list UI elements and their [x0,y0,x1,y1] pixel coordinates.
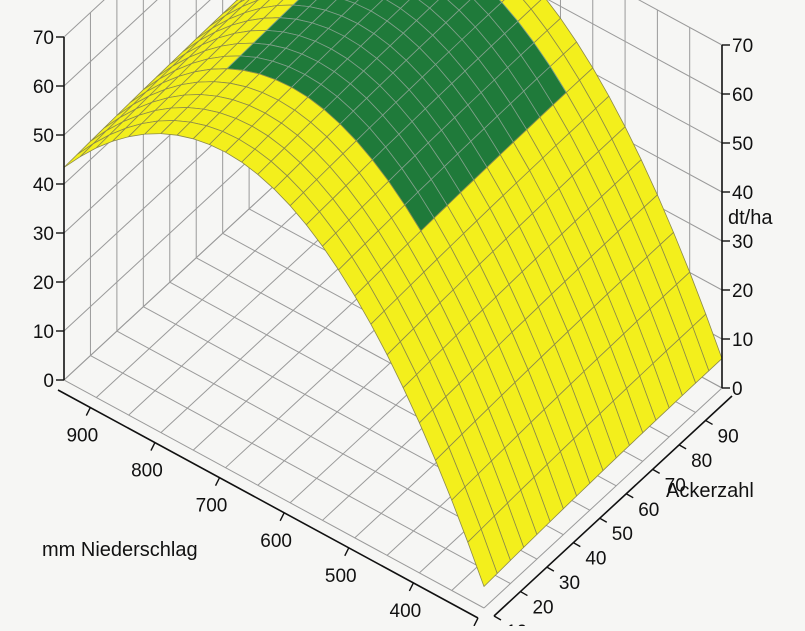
y-tick [547,567,554,571]
x-tick [86,408,90,416]
y-tick [706,420,713,424]
y-tick [573,543,580,547]
z-tick-label-right: 30 [732,232,753,253]
z-tick-label-right: 60 [732,85,753,106]
y-tick [653,469,660,473]
y-axis-label: Ackerzahl [666,480,754,502]
z-tick-label-right: 40 [732,183,753,204]
z-tick-label-left: 50 [33,126,54,147]
y-tick [600,518,607,522]
x-axis-line [58,390,478,618]
y-tick [679,445,686,449]
z-axis-label: dt/ha [728,207,773,229]
x-tick [345,548,349,556]
x-tick-label: 600 [260,531,292,552]
z-tick-label-left: 70 [33,28,54,49]
floor-gridline [64,160,302,380]
y-tick [520,592,527,596]
z-tick-label-left: 10 [33,322,54,343]
z-tick-label-right: 0 [732,379,743,400]
z-tick-label-right: 20 [732,281,753,302]
x-tick-label: 500 [325,566,357,587]
z-tick-label-left: 40 [33,175,54,196]
y-tick-label: 80 [691,451,712,472]
y-tick [626,494,633,498]
y-tick-label: 50 [612,524,633,545]
y-tick-label: 10 [506,622,527,626]
x-tick [151,443,155,451]
x-axis-label: mm Niederschlag [42,539,198,561]
z-tick-label-right: 50 [732,134,753,155]
x-tick-label: 400 [390,601,422,622]
x-tick [280,513,284,521]
x-tick [216,478,220,486]
y-tick-label: 60 [638,500,659,521]
y-tick-label: 20 [532,598,553,619]
z-tick-label-left: 20 [33,273,54,294]
z-tick-label-left: 60 [33,77,54,98]
x-tick-label: 800 [131,461,163,482]
z-tick-label-left: 0 [43,371,54,392]
z-tick-label-left: 30 [33,224,54,245]
surface-cell [64,144,93,168]
yield-surface [64,0,722,586]
y-tick-label: 30 [559,573,580,594]
x-tick-label: 900 [66,426,98,447]
x-tick [474,618,478,626]
z-tick-label-right: 70 [732,36,753,57]
y-tick [494,616,501,620]
x-tick [409,583,413,591]
z-tick-label-right: 10 [732,330,753,351]
x-tick-label: 700 [196,496,228,517]
y-tick-label: 90 [718,426,739,447]
y-tick-label: 40 [585,549,606,570]
